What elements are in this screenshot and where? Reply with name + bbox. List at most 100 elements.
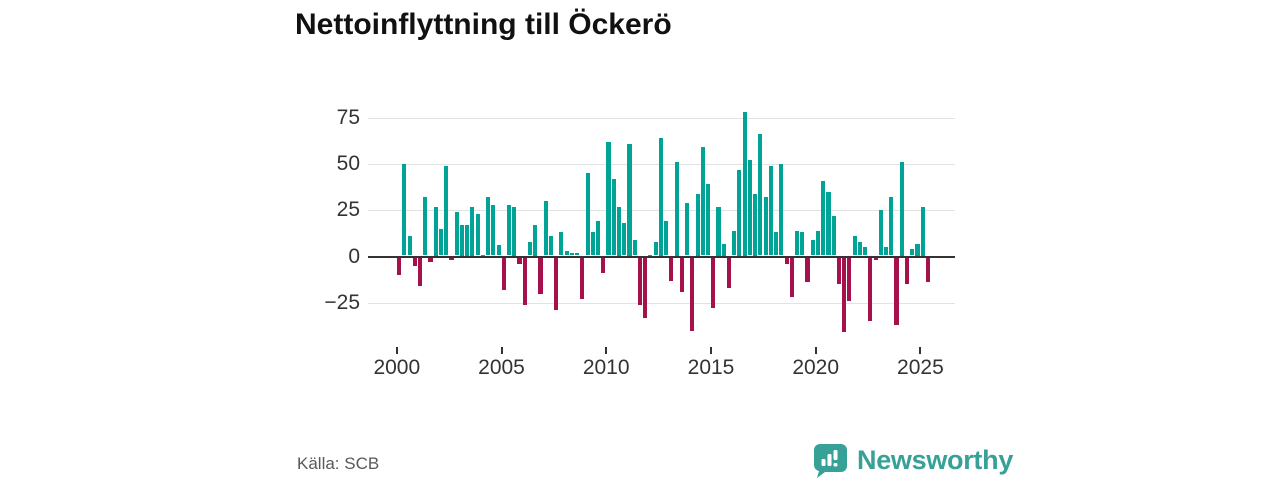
- gridline--25: [368, 302, 955, 304]
- bar-2025Q2: [925, 257, 930, 283]
- bar-2010Q2: [611, 178, 616, 256]
- bar-2007Q1: [543, 200, 548, 256]
- bar-2015Q2: [716, 206, 721, 256]
- bar-2014Q1: [690, 257, 695, 331]
- bar-2010Q1: [606, 141, 611, 256]
- bar-2010Q4: [622, 223, 627, 256]
- bar-2016Q4: [747, 160, 752, 256]
- bar-2008Q2: [569, 252, 574, 256]
- x-tick-2000: [395, 347, 398, 354]
- bar-2012Q4: [664, 221, 669, 256]
- x-tick-2005: [500, 347, 503, 354]
- bar-2011Q4: [643, 257, 648, 318]
- newsworthy-logo[interactable]: Newsworthy: [813, 441, 1013, 479]
- bar-2022Q4: [873, 257, 878, 261]
- bar-2021Q2: [842, 257, 847, 333]
- bar-2023Q3: [889, 197, 894, 256]
- bar-2003Q2: [465, 225, 470, 256]
- y-axis-label-50: 50: [336, 151, 360, 175]
- bar-2009Q1: [585, 173, 590, 256]
- bar-2002Q3: [449, 257, 454, 261]
- bar-2008Q3: [575, 252, 580, 256]
- bar-2007Q4: [559, 232, 564, 256]
- bar-2018Q2: [779, 163, 784, 256]
- bar-2024Q1: [899, 162, 904, 256]
- bar-2000Q4: [412, 257, 417, 266]
- bar-2011Q2: [632, 239, 637, 256]
- bar-2016Q3: [742, 112, 747, 256]
- bar-2008Q1: [564, 250, 569, 256]
- bar-2022Q2: [863, 247, 868, 256]
- bar-2012Q1: [648, 254, 653, 256]
- bar-2022Q3: [868, 257, 873, 322]
- y-axis-label-0: 0: [348, 244, 360, 268]
- bar-2017Q4: [768, 165, 773, 256]
- bar-2000Q3: [407, 236, 412, 256]
- bar-2018Q4: [789, 257, 794, 298]
- bar-2002Q4: [454, 212, 459, 256]
- bar-2006Q2: [527, 241, 533, 256]
- bar-2008Q4: [580, 257, 585, 300]
- bar-2002Q2: [444, 165, 449, 256]
- bar-2014Q2: [695, 193, 700, 256]
- bar-2019Q3: [805, 257, 810, 283]
- bar-2023Q1: [878, 210, 883, 256]
- bar-2005Q4: [517, 257, 522, 264]
- bar-2010Q3: [616, 206, 622, 256]
- bar-2013Q4: [685, 202, 690, 256]
- bar-2018Q3: [784, 257, 789, 264]
- bar-2020Q4: [831, 215, 836, 256]
- x-tick-2025: [919, 347, 922, 354]
- bar-2001Q1: [417, 257, 423, 287]
- bar-2005Q2: [507, 204, 512, 256]
- bar-2025Q1: [920, 206, 925, 256]
- bar-2001Q3: [428, 257, 433, 263]
- bar-2009Q3: [596, 221, 601, 256]
- bar-2004Q3: [491, 204, 496, 256]
- bar-2003Q4: [475, 213, 480, 256]
- source-caption: Källa: SCB: [297, 454, 380, 473]
- x-axis-label-2020: 2020: [792, 356, 840, 379]
- bar-2001Q2: [423, 197, 428, 256]
- bar-2022Q1: [857, 241, 862, 256]
- bar-2006Q4: [538, 257, 543, 294]
- bar-2009Q4: [601, 257, 606, 274]
- bar-2013Q1: [669, 257, 674, 281]
- bar-2019Q1: [794, 230, 800, 256]
- bar-2016Q1: [732, 230, 737, 256]
- bar-2007Q2: [548, 236, 553, 256]
- bar-2000Q1: [397, 257, 402, 275]
- bar-2014Q4: [705, 184, 711, 256]
- bar-2024Q4: [915, 243, 920, 256]
- bar-2011Q1: [627, 143, 632, 256]
- x-tick-2010: [605, 347, 608, 354]
- y-axis-label-75: 75: [336, 105, 360, 129]
- bar-2015Q3: [721, 243, 726, 256]
- bar-2017Q3: [763, 197, 768, 256]
- bar-2021Q3: [847, 257, 852, 301]
- bar-2009Q2: [590, 232, 595, 256]
- bar-2020Q2: [821, 180, 826, 256]
- bar-2002Q1: [438, 228, 444, 256]
- bar-2013Q3: [679, 257, 684, 292]
- bar-2005Q3: [512, 206, 517, 256]
- bar-2021Q4: [852, 236, 857, 256]
- page-title: Nettoinflyttning till Öckerö: [295, 8, 672, 41]
- bar-2011Q3: [637, 257, 643, 305]
- bar-2015Q1: [711, 257, 716, 309]
- bar-2003Q1: [459, 225, 464, 256]
- bar-2006Q1: [522, 257, 527, 305]
- newsworthy-logo-text: Newsworthy: [857, 444, 1014, 475]
- bar-2023Q4: [894, 257, 899, 325]
- bar-2019Q2: [800, 232, 805, 256]
- gridline-75: [368, 117, 955, 119]
- bar-2005Q1: [501, 257, 506, 290]
- bar-2001Q4: [433, 206, 438, 256]
- x-axis-label-2015: 2015: [687, 356, 735, 379]
- zero-baseline: [368, 255, 955, 258]
- bar-2015Q4: [726, 257, 732, 288]
- bar-2003Q3: [470, 206, 475, 256]
- bar-2013Q2: [674, 162, 679, 256]
- bar-2004Q2: [486, 197, 491, 256]
